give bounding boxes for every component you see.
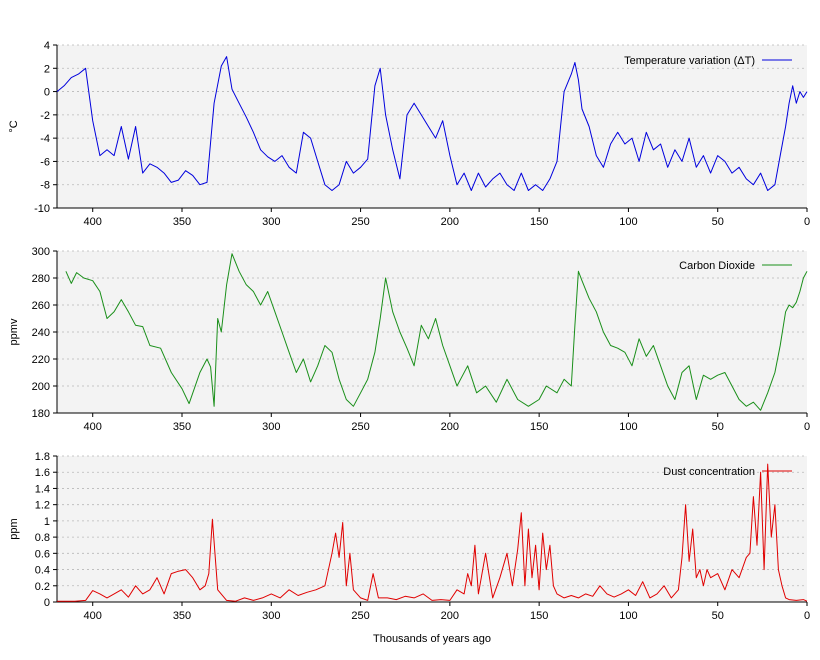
series-line <box>56 56 808 191</box>
y-tick-label: 240 <box>32 327 50 339</box>
y-tick-label: 1.4 <box>35 483 50 495</box>
x-tick-label: 400 <box>84 216 102 228</box>
y-tick-label: 2 <box>44 63 50 75</box>
y-tick-label: 280 <box>32 273 50 285</box>
y-tick-label: 1 <box>44 516 50 528</box>
y-axis-label: °C <box>8 120 20 132</box>
x-tick-label: 150 <box>530 421 548 433</box>
x-tick-label: 150 <box>530 610 548 622</box>
x-tick-label: 350 <box>173 421 191 433</box>
x-tick-label: 350 <box>173 216 191 228</box>
x-tick-label: 200 <box>441 610 459 622</box>
y-tick-label: 200 <box>32 381 50 393</box>
y-axis-label: ppm <box>8 518 20 539</box>
x-tick-label: 400 <box>84 421 102 433</box>
y-tick-label: 180 <box>32 408 50 420</box>
legend-label: Dust concentration <box>663 466 755 478</box>
x-tick-label: 50 <box>712 610 724 622</box>
series-line <box>57 463 808 602</box>
x-tick-label: 250 <box>351 216 369 228</box>
y-tick-label: 300 <box>32 246 50 258</box>
x-tick-label: 0 <box>804 610 810 622</box>
x-tick-label: 150 <box>530 216 548 228</box>
y-tick-label: 0.4 <box>35 565 50 577</box>
x-tick-label: 200 <box>441 216 459 228</box>
x-tick-label: 250 <box>351 610 369 622</box>
x-tick-label: 300 <box>262 216 280 228</box>
x-tick-label: 250 <box>351 421 369 433</box>
y-tick-label: -8 <box>40 180 50 192</box>
y-tick-label: -6 <box>40 156 50 168</box>
y-tick-label: 220 <box>32 354 50 366</box>
y-tick-label: 1.2 <box>35 500 50 512</box>
y-tick-label: 0.2 <box>35 581 50 593</box>
x-tick-label: 100 <box>619 610 637 622</box>
x-tick-label: 100 <box>619 216 637 228</box>
y-tick-label: -10 <box>34 203 50 215</box>
temperature-panel: 4 2 0 -2 -4 -6 -8 -10 400 350 300 250 200 150 100 50 0 °C… <box>8 40 810 228</box>
x-tick-label: 200 <box>441 421 459 433</box>
x-tick-label: 50 <box>712 421 724 433</box>
y-axis-label: ppmv <box>8 318 20 345</box>
y-tick-label: 0.8 <box>35 532 50 544</box>
x-tick-label: 0 <box>804 216 810 228</box>
y-tick-label: 4 <box>44 40 50 52</box>
y-tick-label: -2 <box>40 110 50 122</box>
legend-label: Carbon Dioxide <box>679 260 755 272</box>
x-tick-label: 400 <box>84 610 102 622</box>
y-tick-label: 0.6 <box>35 548 50 560</box>
y-tick-label: 0 <box>44 597 50 609</box>
x-tick-label: 50 <box>712 216 724 228</box>
y-tick-label: -4 <box>40 133 50 145</box>
x-tick-label: 100 <box>619 421 637 433</box>
x-tick-label: 350 <box>173 610 191 622</box>
plot-background <box>57 45 807 208</box>
x-tick-label: 300 <box>262 610 280 622</box>
y-tick-label: 0 <box>44 87 50 99</box>
plot-background <box>57 456 807 602</box>
y-tick-label: 1.8 <box>35 451 50 463</box>
y-tick-label: 260 <box>32 300 50 312</box>
x-axis-label: Thousands of years ago <box>373 633 491 645</box>
x-tick-label: 300 <box>262 421 280 433</box>
y-tick-label: 1.6 <box>35 467 50 479</box>
legend-label: Temperature variation (ΔT) <box>624 55 755 67</box>
x-tick-label: 0 <box>804 421 810 433</box>
dust-panel: 1.8 1.6 1.4 1.2 1 0.8 0.6 0.4 0.2 0 400 350 300 250 20… <box>8 451 810 645</box>
co2-panel: 300 280 260 240 220 200 180 400 350 300 250 200 150 1… <box>8 246 810 433</box>
series-line <box>65 253 808 411</box>
